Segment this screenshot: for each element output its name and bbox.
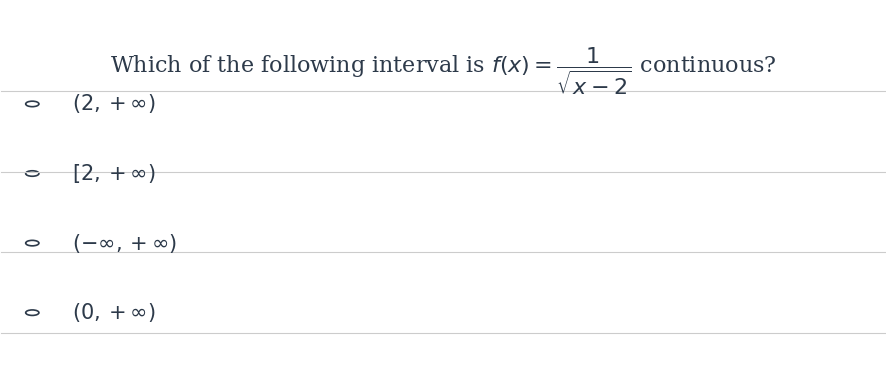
Text: $(-\infty, +\infty)$: $(-\infty, +\infty)$ [72,232,177,255]
Text: Which of the following interval is $f(x) = \dfrac{1}{\sqrt{x-2}}$ continuous?: Which of the following interval is $f(x)… [110,45,776,97]
Text: $(0, +\infty)$: $(0, +\infty)$ [72,301,156,324]
Text: $[2, +\infty)$: $[2, +\infty)$ [72,162,156,185]
Text: $(2, +\infty)$: $(2, +\infty)$ [72,92,156,115]
